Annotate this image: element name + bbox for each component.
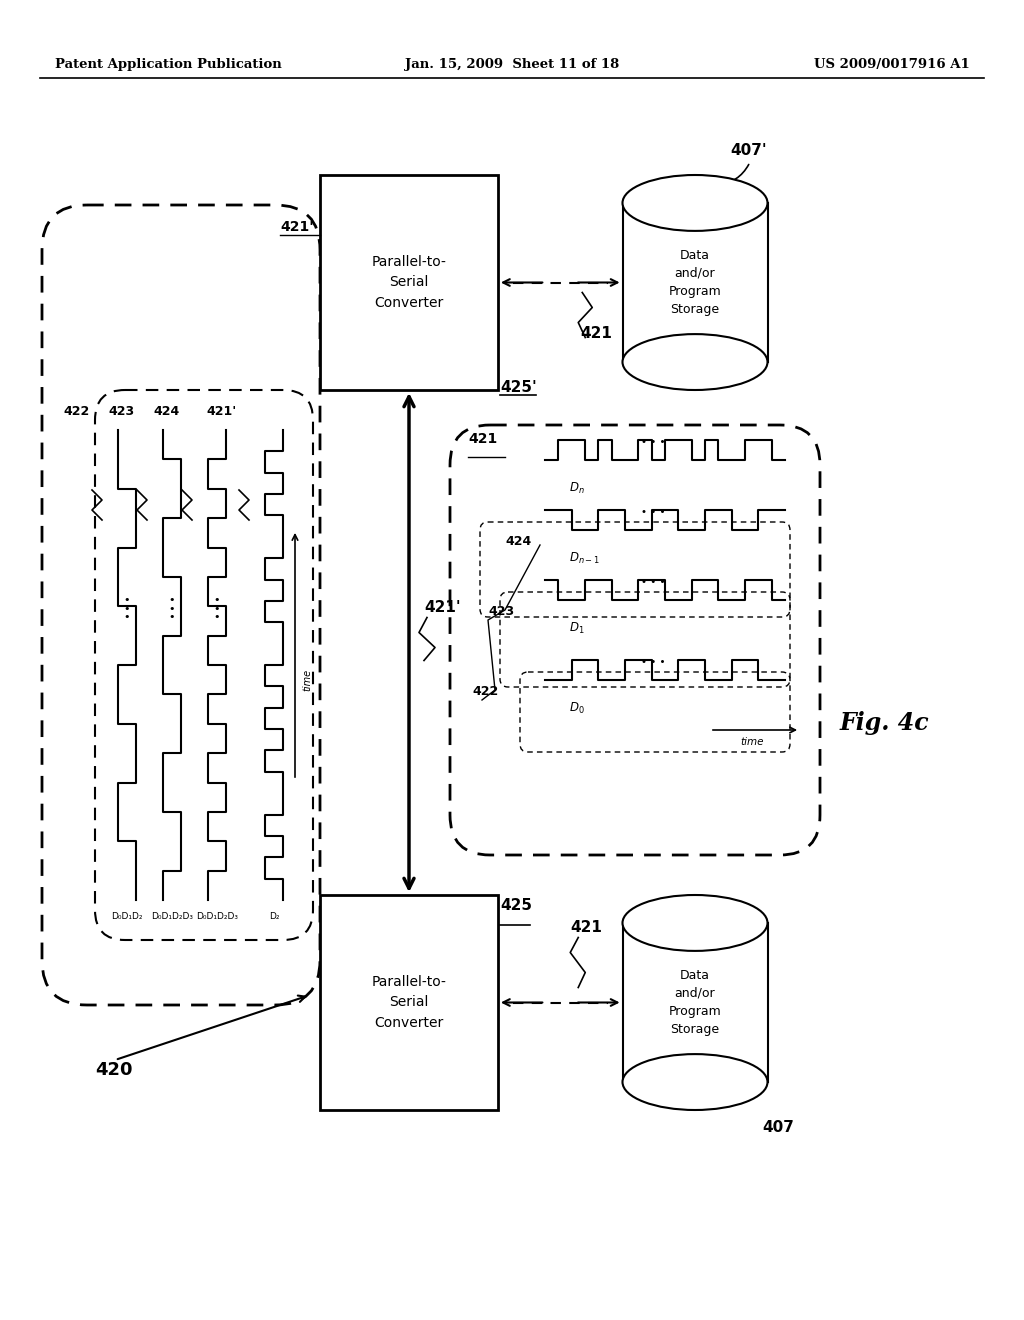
Text: 422: 422: [63, 405, 90, 418]
Bar: [319, 895, 498, 1110]
Text: 421: 421: [468, 432, 498, 446]
Text: D₀D₁D₂D₃: D₀D₁D₂D₃: [151, 912, 193, 921]
Text: • • •: • • •: [641, 507, 666, 517]
Text: 421': 421': [280, 220, 313, 234]
Text: 421: 421: [581, 326, 612, 341]
Text: 421': 421': [424, 601, 461, 615]
Text: •
•
•: • • •: [214, 595, 220, 622]
Text: Parallel-to-
Serial
Converter: Parallel-to- Serial Converter: [372, 975, 446, 1030]
Bar: [623, 923, 768, 1082]
Text: US 2009/0017916 A1: US 2009/0017916 A1: [814, 58, 970, 71]
Ellipse shape: [623, 895, 768, 950]
Text: Fig. 4c: Fig. 4c: [840, 711, 930, 735]
Text: Jan. 15, 2009  Sheet 11 of 18: Jan. 15, 2009 Sheet 11 of 18: [404, 58, 620, 71]
Text: D₀D₁D₂D₃: D₀D₁D₂D₃: [196, 912, 238, 921]
Ellipse shape: [623, 176, 768, 231]
Text: •
•
•: • • •: [124, 595, 130, 622]
Text: Data
and/or
Program
Storage: Data and/or Program Storage: [669, 969, 721, 1036]
Text: D₂: D₂: [268, 912, 280, 921]
Text: 425: 425: [500, 898, 532, 913]
Text: $D_0$: $D_0$: [569, 701, 585, 715]
Text: • • •: • • •: [641, 437, 666, 447]
Bar: [623, 203, 768, 362]
Text: D₀D₁D₂: D₀D₁D₂: [112, 912, 142, 921]
Text: $D_{n-1}$: $D_{n-1}$: [569, 550, 600, 566]
Text: 422: 422: [472, 685, 499, 698]
Text: • • •: • • •: [641, 577, 666, 587]
Text: 424: 424: [505, 535, 531, 548]
Text: time: time: [740, 737, 764, 747]
Text: 421': 421': [207, 405, 237, 418]
Text: 421: 421: [570, 920, 602, 936]
Ellipse shape: [623, 1055, 768, 1110]
Text: $D_1$: $D_1$: [569, 620, 585, 636]
Text: •
•
•: • • •: [169, 595, 175, 622]
Text: Patent Application Publication: Patent Application Publication: [55, 58, 282, 71]
Ellipse shape: [623, 334, 768, 389]
Text: 425': 425': [500, 380, 537, 395]
Text: 407: 407: [763, 1119, 795, 1135]
Text: 423: 423: [109, 405, 135, 418]
Text: 420: 420: [95, 1061, 132, 1078]
Text: 423: 423: [488, 605, 514, 618]
Text: • • •: • • •: [641, 657, 666, 667]
Text: 407': 407': [730, 143, 767, 158]
Text: time: time: [302, 669, 312, 692]
Text: $D_n$: $D_n$: [569, 480, 585, 496]
Bar: [319, 176, 498, 389]
Text: 424: 424: [154, 405, 180, 418]
Text: Data
and/or
Program
Storage: Data and/or Program Storage: [669, 249, 721, 315]
Text: Parallel-to-
Serial
Converter: Parallel-to- Serial Converter: [372, 255, 446, 310]
